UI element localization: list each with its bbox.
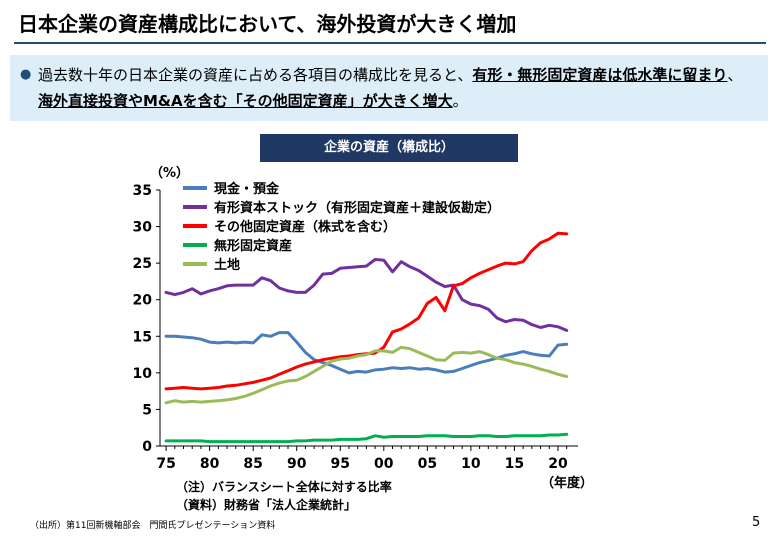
source-citation: （出所）第11回新機軸部会 門間氏プレゼンテーション資料 [30,521,276,531]
chart-data-source: （資料）財務省「法人企業統計」 [176,498,357,512]
summary-emphasis-1: 有形・無形固定資産は低水準に留まり [472,66,728,84]
y-tick-label: 35 [133,183,152,199]
x-tick-label: 05 [418,456,437,472]
x-tick-label: 75 [156,456,175,472]
x-tick-label: 95 [331,456,350,472]
y-tick-label: 0 [142,439,152,455]
legend-label-1: 現金・預金 [214,181,280,197]
x-tick-label: 20 [548,456,568,472]
chart-title: 企業の資産（構成比） [260,134,518,162]
y-tick-label: 15 [133,329,152,345]
y-tick-label: 20 [133,293,153,309]
y-axis-unit: （%） [150,165,189,181]
chart-note: （注）バランスシート全体に対する比率 [176,480,392,494]
x-tick-label: 80 [200,456,220,472]
x-axis-unit: （年度） [541,475,593,491]
series-line-2 [164,258,569,332]
summary-box: ● 過去数十年の日本企業の資産に占める各項目の構成比を見ると、有形・無形固定資産… [10,55,768,121]
x-tick-label: 85 [243,456,262,472]
slide-title: 日本企業の資産構成比において、海外投資が大きく増加 [18,12,517,36]
x-tick-label: 90 [287,456,307,472]
series-line-5 [164,345,569,405]
summary-punct: 、 [727,66,743,84]
legend-label-2: 有形資本ストック（有形固定資産＋建設仮勘定） [214,200,500,216]
legend-label-5: 土地 [214,257,240,273]
legend-label-4: 無形固定資産 [214,238,292,254]
bullet-icon: ● [20,67,32,82]
y-tick-label: 25 [133,256,152,272]
summary-end: 。 [452,92,468,110]
title-divider [14,42,766,44]
series-line-3 [164,231,569,391]
x-tick-label: 00 [374,456,394,472]
x-tick-label: 15 [505,456,524,472]
x-tick-label: 10 [461,456,481,472]
series-line-4 [164,432,569,444]
y-tick-label: 10 [133,366,153,382]
y-tick-label: 5 [142,402,152,418]
legend-label-3: その他固定資産（株式を含む） [214,219,396,235]
y-tick-label: 30 [133,220,153,236]
summary-text: 過去数十年の日本企業の資産に占める各項目の構成比を見ると、 [38,66,473,84]
page-number: 5 [752,515,761,530]
summary-emphasis-2: 海外直接投資やM&Aを含む「その他固定資産」が大きく増大 [38,92,453,110]
